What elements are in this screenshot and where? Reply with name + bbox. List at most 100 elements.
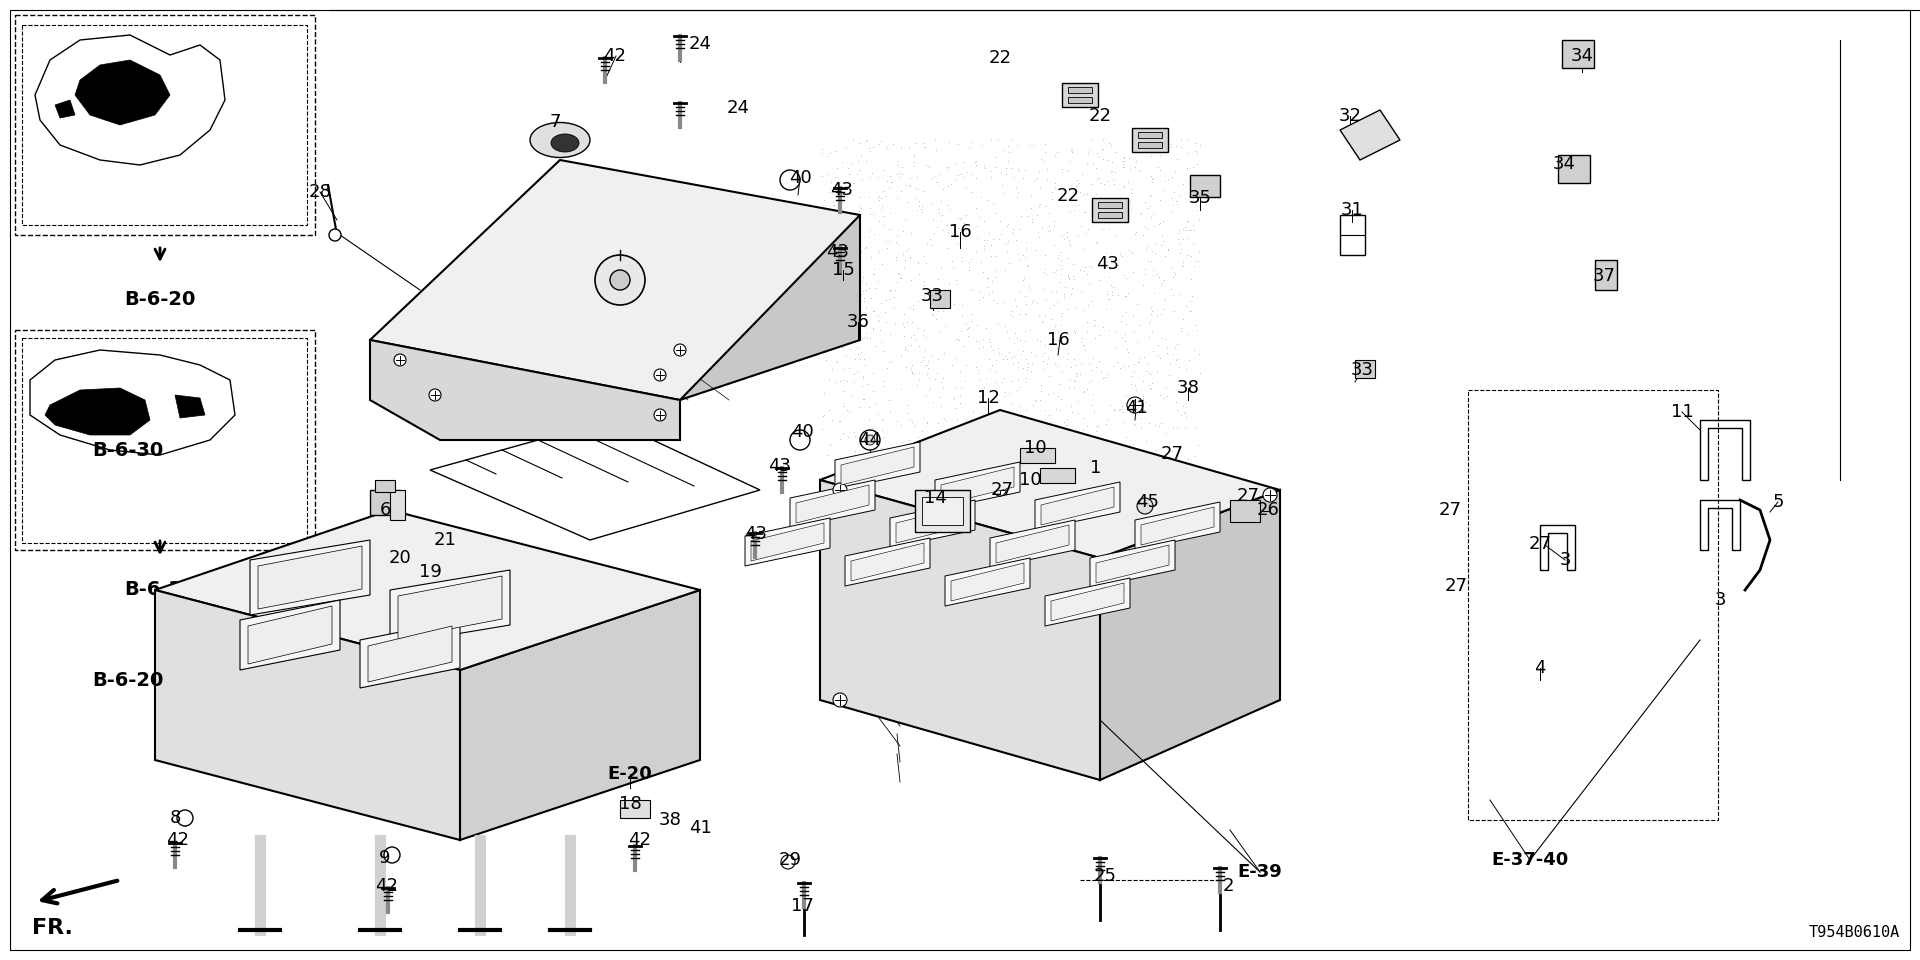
- Circle shape: [1263, 488, 1277, 502]
- Polygon shape: [996, 525, 1069, 563]
- Circle shape: [611, 270, 630, 290]
- Text: 33: 33: [1350, 361, 1373, 379]
- Text: 16: 16: [948, 223, 972, 241]
- Text: 40: 40: [791, 423, 814, 441]
- Text: 40: 40: [789, 169, 812, 187]
- Circle shape: [384, 847, 399, 863]
- Text: 42: 42: [628, 831, 651, 849]
- Circle shape: [789, 430, 810, 450]
- Text: 12: 12: [977, 389, 1000, 407]
- Polygon shape: [240, 600, 340, 670]
- Text: 22: 22: [1089, 107, 1112, 125]
- Text: 14: 14: [924, 489, 947, 507]
- Bar: [15, 330, 315, 550]
- Bar: [15, 15, 315, 235]
- Text: 36: 36: [847, 313, 870, 331]
- Text: 34: 34: [1553, 155, 1576, 173]
- Bar: [1098, 202, 1121, 208]
- Polygon shape: [1100, 490, 1281, 780]
- Text: 31: 31: [1340, 201, 1363, 219]
- Polygon shape: [789, 480, 876, 528]
- Polygon shape: [397, 576, 501, 639]
- Polygon shape: [361, 620, 461, 688]
- Polygon shape: [250, 540, 371, 615]
- Polygon shape: [820, 480, 1100, 780]
- Polygon shape: [31, 350, 234, 455]
- Text: 28: 28: [309, 183, 332, 201]
- Polygon shape: [751, 523, 824, 561]
- Polygon shape: [1140, 507, 1213, 545]
- Text: 41: 41: [1125, 399, 1148, 417]
- Text: 45: 45: [1137, 493, 1160, 511]
- Text: 29: 29: [778, 851, 801, 869]
- Circle shape: [655, 369, 666, 381]
- Bar: [1557, 155, 1590, 183]
- Text: 34: 34: [1571, 47, 1594, 65]
- Bar: [1133, 128, 1167, 152]
- Bar: [374, 480, 396, 492]
- Polygon shape: [390, 570, 511, 645]
- Text: 41: 41: [689, 819, 712, 837]
- Circle shape: [328, 229, 342, 241]
- Bar: [929, 290, 950, 308]
- Polygon shape: [845, 538, 929, 586]
- Bar: [1356, 360, 1375, 378]
- Polygon shape: [56, 100, 75, 118]
- Circle shape: [674, 344, 685, 356]
- Bar: [1098, 212, 1121, 218]
- Text: 18: 18: [618, 795, 641, 813]
- Text: E-20: E-20: [607, 765, 653, 783]
- Polygon shape: [1050, 583, 1123, 621]
- Circle shape: [781, 855, 795, 869]
- Polygon shape: [1135, 502, 1219, 550]
- Ellipse shape: [530, 123, 589, 157]
- Polygon shape: [1096, 545, 1169, 583]
- Text: E-37-40: E-37-40: [1492, 851, 1569, 869]
- Bar: [1068, 87, 1092, 93]
- Text: 37: 37: [1592, 267, 1615, 285]
- Text: 6: 6: [380, 501, 390, 519]
- Bar: [1139, 132, 1162, 138]
- Circle shape: [177, 810, 194, 826]
- Text: 27: 27: [1236, 487, 1260, 505]
- Text: 16: 16: [1046, 331, 1069, 349]
- Bar: [1068, 97, 1092, 103]
- Text: 2: 2: [1223, 877, 1235, 895]
- Polygon shape: [797, 485, 870, 523]
- Polygon shape: [1035, 482, 1119, 530]
- Text: B-6-20: B-6-20: [92, 670, 163, 689]
- Text: 43: 43: [745, 525, 768, 543]
- Bar: [1469, 390, 1718, 820]
- Polygon shape: [369, 626, 451, 682]
- Text: 43: 43: [1096, 255, 1119, 273]
- Text: 26: 26: [1256, 501, 1279, 519]
- Bar: [1062, 83, 1098, 107]
- Text: 8: 8: [169, 809, 180, 827]
- Bar: [21, 25, 307, 225]
- Circle shape: [1127, 397, 1142, 413]
- Text: 27: 27: [1160, 445, 1183, 463]
- Bar: [1092, 198, 1129, 222]
- Polygon shape: [461, 590, 701, 840]
- Text: 17: 17: [791, 897, 814, 915]
- Circle shape: [1137, 498, 1154, 514]
- Circle shape: [866, 435, 876, 445]
- Circle shape: [780, 170, 801, 190]
- Polygon shape: [835, 442, 920, 490]
- Text: 19: 19: [419, 563, 442, 581]
- Text: 5: 5: [1772, 493, 1784, 511]
- Text: 25: 25: [1094, 867, 1117, 885]
- Polygon shape: [1041, 487, 1114, 525]
- Polygon shape: [935, 462, 1020, 510]
- Text: 44: 44: [858, 431, 881, 449]
- Text: 3: 3: [1715, 591, 1726, 609]
- Bar: [390, 490, 405, 520]
- Polygon shape: [891, 500, 975, 548]
- Text: 22: 22: [989, 49, 1012, 67]
- Text: 22: 22: [1056, 187, 1079, 205]
- Polygon shape: [175, 395, 205, 418]
- Text: 15: 15: [831, 261, 854, 279]
- Text: 35: 35: [1188, 189, 1212, 207]
- Text: 43: 43: [831, 181, 854, 199]
- Text: 3: 3: [1559, 551, 1571, 569]
